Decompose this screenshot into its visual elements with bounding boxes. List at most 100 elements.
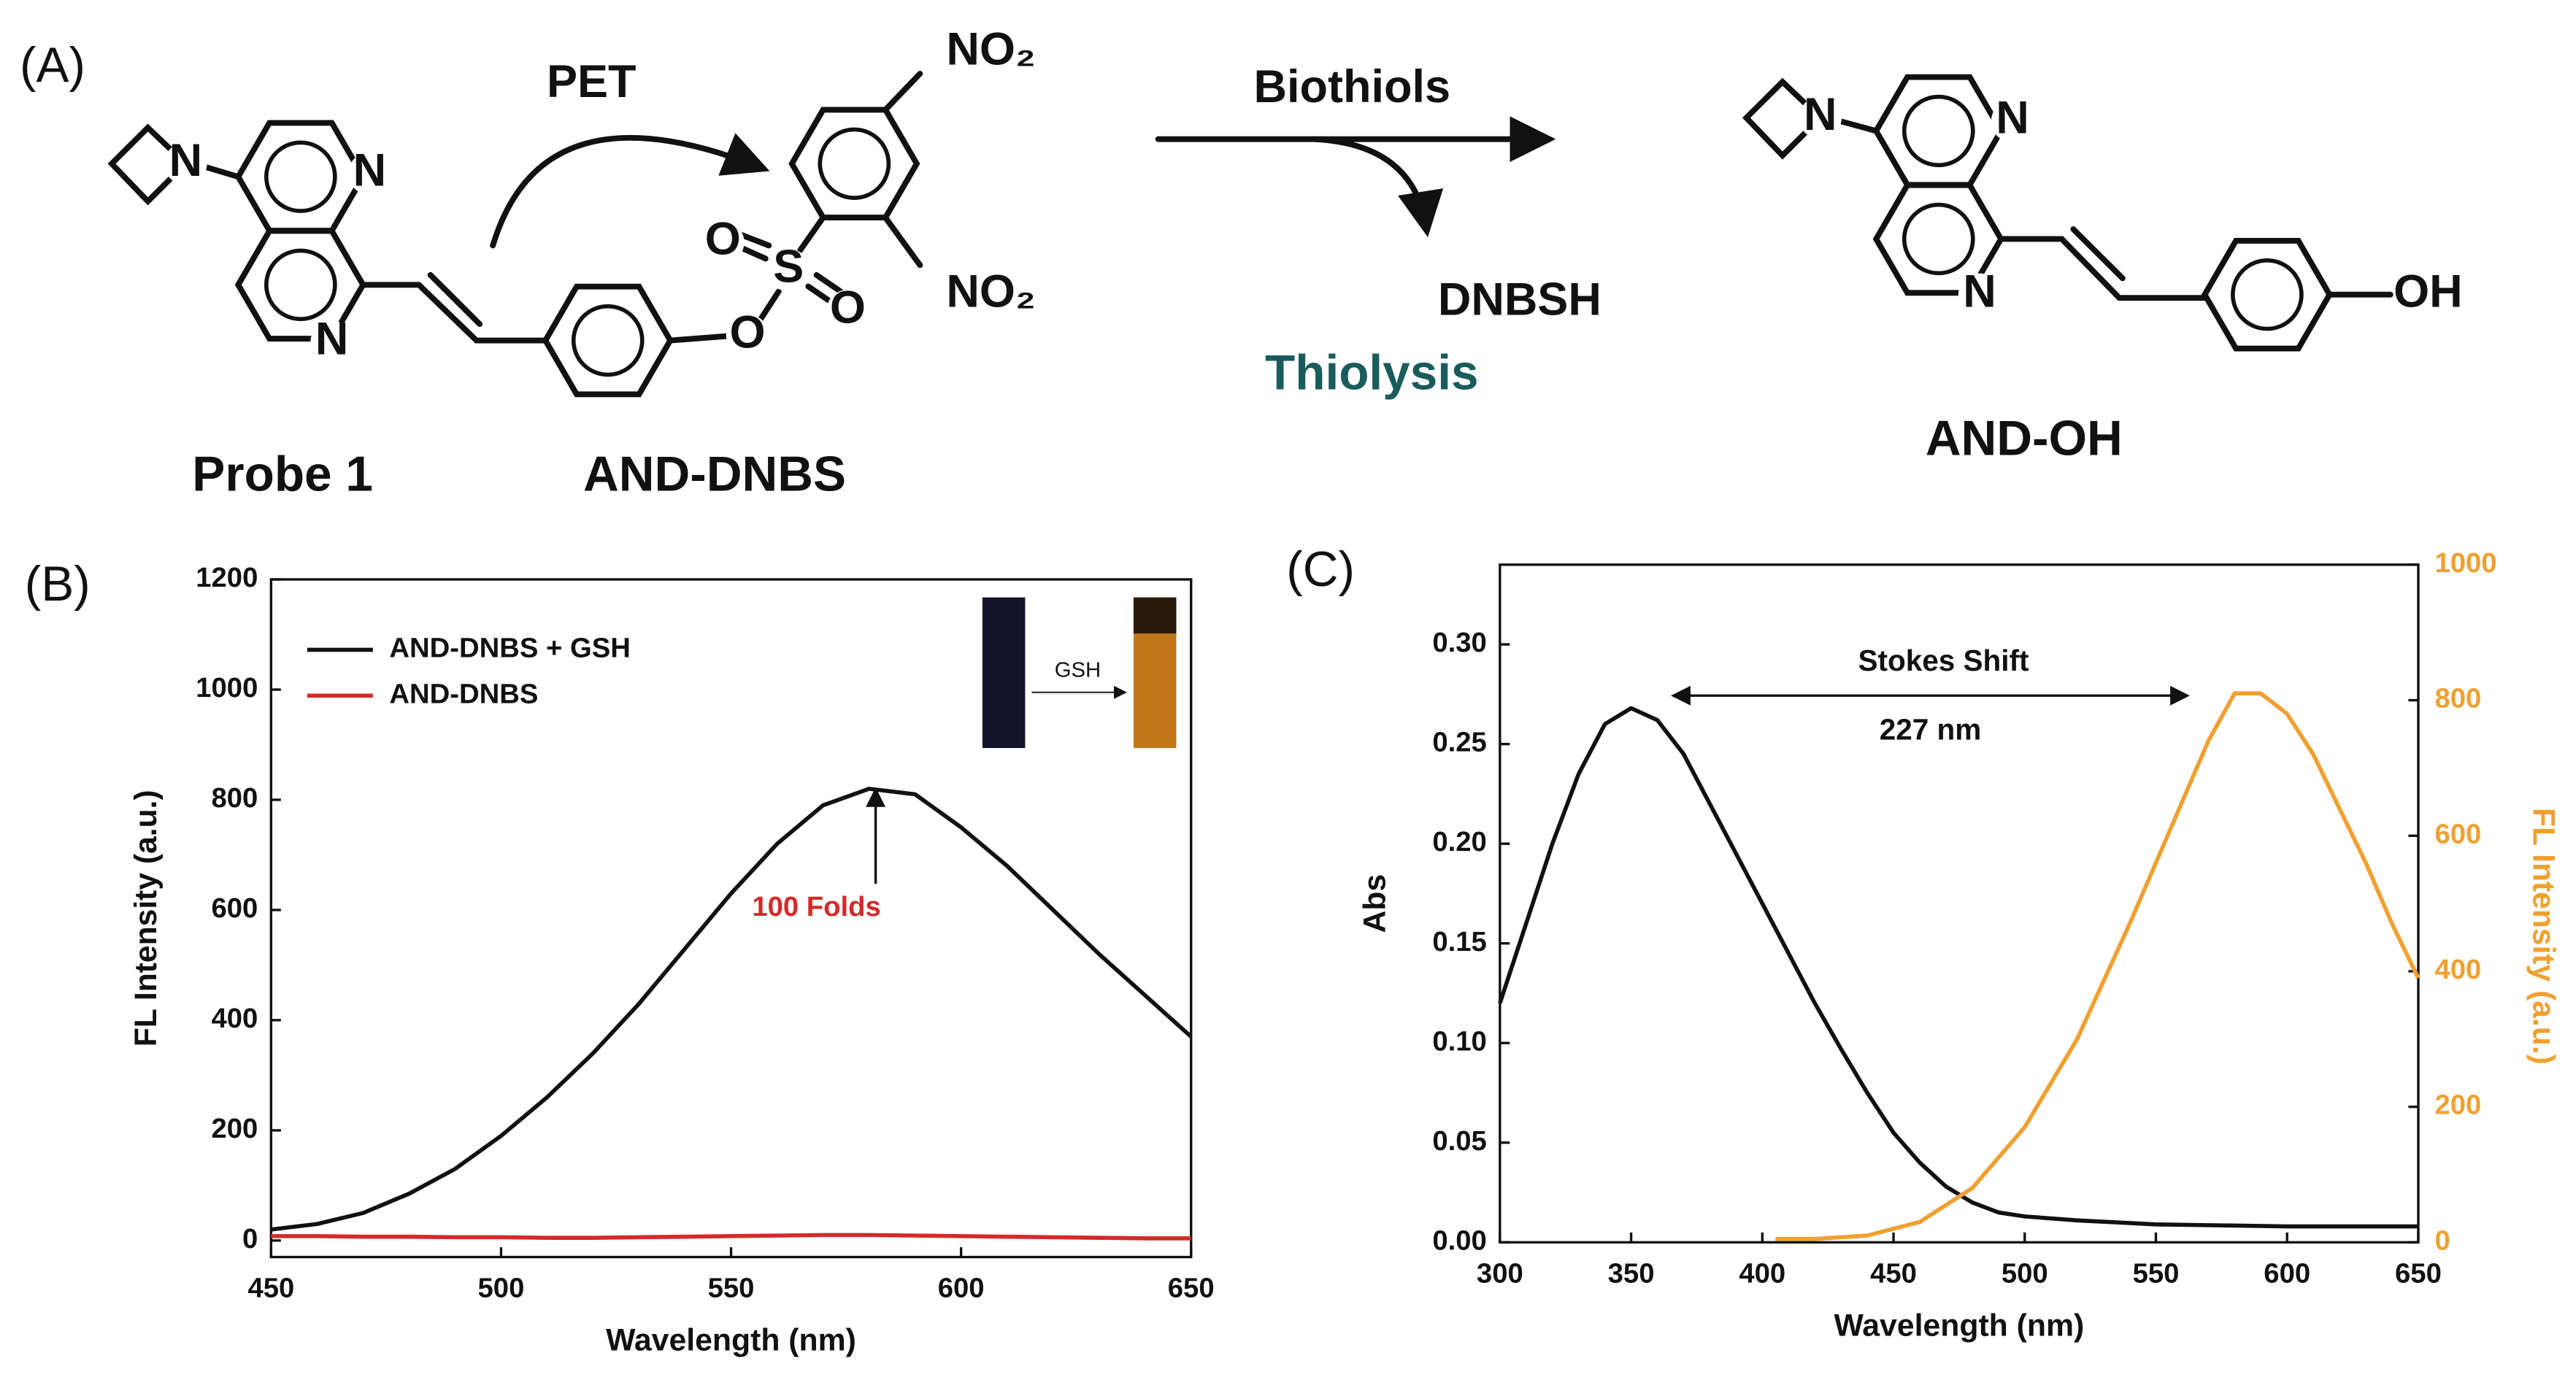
bond: [883, 215, 923, 269]
byproduct-arrow: [1311, 136, 1444, 238]
pet-arrow: [490, 133, 770, 249]
panel-label: (C): [1286, 542, 1355, 597]
x-tick-label: 500: [2002, 1257, 2048, 1289]
data-line: [271, 787, 1193, 1232]
byproduct-label: DNBSH: [1438, 274, 1602, 325]
data-line: [1498, 706, 2418, 1229]
atom-bg: [726, 314, 769, 357]
atom-bg: [945, 273, 988, 316]
inset-label: GSH: [1055, 658, 1101, 682]
compound-name: Probe 1: [192, 447, 373, 502]
y2-tick-label: 800: [2434, 683, 2481, 714]
atom-bg: [348, 152, 391, 195]
y-tick-label: 400: [212, 1003, 258, 1034]
ring-inner: [571, 304, 645, 377]
y-tick-label: 0: [242, 1223, 258, 1254]
y-tick-label: 800: [212, 782, 258, 814]
bond: [360, 282, 549, 344]
atom-bg: [2407, 273, 2450, 316]
plot-frame: [1499, 563, 2420, 1244]
y2-tick-label: 0: [2434, 1225, 2450, 1257]
compound-name: AND-DNBS: [583, 447, 846, 502]
bond: [202, 163, 242, 180]
compound-name: AND-OH: [1926, 411, 2123, 466]
atom-label: O: [830, 282, 866, 333]
x-tick-label: 650: [2395, 1257, 2442, 1289]
atom-label: O: [730, 306, 766, 358]
x-tick-label: 450: [1870, 1257, 1917, 1289]
y-tick-label: 1000: [196, 672, 258, 703]
y-tick-label: 0.10: [1432, 1025, 1486, 1057]
atom-bg: [826, 289, 869, 333]
y2-axis-label: FL Intensity (a.u.): [2526, 808, 2561, 1065]
atom-bg: [945, 31, 988, 74]
x-axis-label: Wavelength (nm): [1834, 1308, 2085, 1343]
x-tick-label: 550: [708, 1273, 755, 1304]
y-axis-label: Abs: [1357, 874, 1392, 933]
x-tick-label: 600: [938, 1273, 985, 1304]
y2-tick-label: 1000: [2434, 547, 2496, 579]
ring: [1872, 74, 2004, 188]
azetidine: [1742, 77, 1825, 160]
atom-label: N: [353, 144, 386, 196]
y2-tick-label: 200: [2434, 1090, 2481, 1121]
atom-label: N: [1963, 266, 1996, 317]
legend-label: AND-DNBS: [389, 678, 538, 709]
legend-label: AND-DNBS + GSH: [389, 633, 631, 664]
y-axis-label: FL Intensity (a.u.): [128, 790, 164, 1046]
double-bond: [2070, 226, 2126, 282]
x-tick-label: 350: [1608, 1257, 1655, 1289]
y2-tick-label: 400: [2434, 954, 2481, 985]
y-tick-label: 1200: [196, 562, 258, 593]
data-line: [1775, 691, 2421, 1241]
atom-label: N: [169, 135, 202, 186]
atom-bg: [1799, 96, 1842, 139]
atom-bg: [310, 320, 353, 363]
atom-bg: [767, 248, 810, 292]
azetidine: [107, 123, 190, 206]
ring-inner: [2231, 258, 2304, 331]
bond: [1837, 118, 1880, 134]
atom-bg: [164, 142, 207, 185]
ring-inner: [264, 248, 337, 321]
panel-label: (B): [25, 557, 91, 612]
atom-label: NO₂: [946, 23, 1035, 74]
annotation: Stokes Shift: [1858, 644, 2029, 677]
x-tick-label: 300: [1477, 1257, 1523, 1289]
atom-label: N: [1996, 93, 2029, 144]
bond: [797, 215, 826, 254]
bond: [883, 71, 923, 113]
x-tick-label: 600: [2264, 1257, 2310, 1289]
atom-label: NO₂: [946, 266, 1035, 317]
double-bond: [427, 271, 483, 328]
atom-bg: [1958, 273, 2002, 316]
ring-inner: [264, 140, 337, 213]
x-tick-label: 550: [2133, 1257, 2180, 1289]
pet-label: PET: [547, 56, 637, 107]
y-tick-label: 0.30: [1432, 627, 1486, 658]
y-tick-label: 0.20: [1432, 826, 1486, 857]
x-tick-label: 400: [1739, 1257, 1785, 1289]
reaction-scheme: (A) PET Biothiols DNBSH Thiolysis Probe …: [20, 23, 2463, 501]
y-tick-label: 0.00: [1432, 1225, 1486, 1257]
y-tick-label: 600: [212, 892, 258, 924]
atom-label: N: [1804, 89, 1837, 140]
atom-bg: [1991, 99, 2034, 143]
ring: [2201, 237, 2333, 352]
atom-bg: [701, 220, 745, 264]
ring-inner: [818, 127, 891, 200]
data-line: [271, 1233, 1191, 1241]
ring: [542, 283, 674, 398]
atom-label: OH: [2394, 266, 2463, 317]
reaction-label: Thiolysis: [1265, 346, 1479, 401]
ring-inner: [1902, 202, 1975, 276]
panel-label: (A): [20, 38, 85, 93]
x-tick-label: 500: [478, 1273, 525, 1304]
bond: [667, 332, 737, 344]
annotation: 227 nm: [1880, 712, 1982, 746]
y2-tick-label: 600: [2434, 818, 2481, 849]
ring: [788, 107, 920, 221]
atom-label: N: [315, 313, 348, 364]
